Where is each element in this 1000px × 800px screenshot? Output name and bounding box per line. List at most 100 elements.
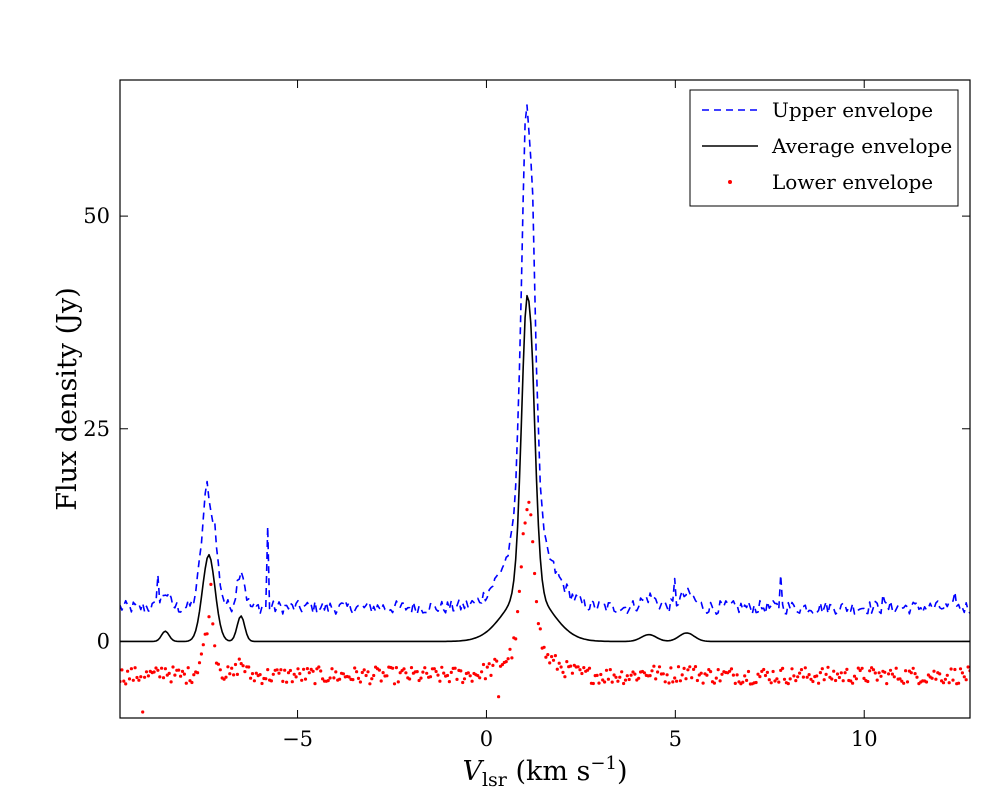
point-lower-envelope <box>786 682 790 686</box>
point-lower-envelope <box>680 673 684 677</box>
point-lower-envelope <box>871 668 876 672</box>
point-lower-envelope <box>137 678 141 682</box>
point-lower-envelope <box>288 668 292 673</box>
point-lower-envelope <box>877 671 881 675</box>
point-lower-envelope <box>224 675 228 679</box>
point-lower-envelope <box>731 673 736 677</box>
point-lower-envelope <box>960 671 965 675</box>
point-lower-envelope <box>852 674 857 678</box>
point-lower-envelope <box>358 680 362 684</box>
point-lower-envelope <box>548 661 552 665</box>
point-lower-envelope <box>326 679 330 683</box>
point-lower-envelope <box>517 589 522 594</box>
point-lower-envelope <box>905 680 910 684</box>
point-lower-envelope <box>794 679 798 683</box>
point-lower-envelope <box>510 656 514 660</box>
point-lower-envelope <box>243 670 247 674</box>
point-lower-envelope <box>199 652 203 656</box>
point-lower-envelope <box>834 678 838 683</box>
point-lower-envelope <box>317 665 321 669</box>
point-lower-envelope <box>455 677 459 682</box>
point-lower-envelope <box>491 663 495 668</box>
point-lower-envelope <box>521 532 525 536</box>
point-lower-envelope <box>803 666 807 670</box>
series-average-envelope <box>120 294 970 643</box>
point-lower-envelope <box>688 665 692 669</box>
series-lower-envelope <box>120 500 970 714</box>
point-lower-envelope <box>143 675 147 679</box>
point-lower-envelope <box>883 670 887 674</box>
point-lower-envelope <box>669 666 673 670</box>
point-lower-envelope <box>527 500 531 504</box>
point-lower-envelope <box>281 679 285 684</box>
point-lower-envelope <box>133 666 137 670</box>
point-lower-envelope <box>845 667 849 672</box>
x-axis-label: Vlsr (km s−1) <box>462 753 627 791</box>
point-lower-envelope <box>686 668 690 672</box>
point-lower-envelope <box>604 668 609 672</box>
point-lower-envelope <box>398 671 402 675</box>
point-lower-envelope <box>428 675 433 679</box>
point-lower-envelope <box>470 679 474 683</box>
point-lower-envelope <box>436 673 440 677</box>
legend-label-average-envelope: Average envelope <box>771 134 952 158</box>
point-lower-envelope <box>911 666 915 670</box>
point-lower-envelope <box>870 666 874 670</box>
point-lower-envelope <box>735 673 739 677</box>
point-lower-envelope <box>576 665 580 669</box>
y-tick-label: 25 <box>83 417 110 441</box>
point-lower-envelope <box>131 678 135 682</box>
point-lower-envelope <box>894 666 898 670</box>
point-lower-envelope <box>228 672 232 676</box>
point-lower-envelope <box>196 671 200 675</box>
point-lower-envelope <box>767 678 771 682</box>
point-lower-envelope <box>313 682 317 686</box>
point-lower-envelope <box>347 675 351 679</box>
point-lower-envelope <box>580 671 584 676</box>
x-tick-label: 10 <box>851 727 878 751</box>
point-lower-envelope <box>207 615 211 619</box>
point-lower-envelope <box>360 670 364 675</box>
point-lower-envelope <box>538 627 542 631</box>
point-lower-envelope <box>447 680 451 684</box>
point-lower-envelope <box>801 675 806 679</box>
point-lower-envelope <box>160 666 164 670</box>
point-lower-envelope <box>180 669 185 674</box>
point-lower-envelope <box>625 674 629 678</box>
point-lower-envelope <box>941 681 946 685</box>
point-lower-envelope <box>542 645 546 649</box>
point-lower-envelope <box>305 667 309 671</box>
point-lower-envelope <box>699 671 703 675</box>
point-lower-envelope <box>962 675 966 679</box>
point-lower-envelope <box>462 677 467 681</box>
point-lower-envelope <box>885 682 889 686</box>
point-lower-envelope <box>190 680 194 685</box>
point-lower-envelope <box>211 622 215 626</box>
point-lower-envelope <box>139 675 143 679</box>
point-lower-envelope <box>887 672 891 676</box>
point-lower-envelope <box>835 672 840 676</box>
point-lower-envelope <box>279 668 283 672</box>
point-lower-envelope <box>824 672 828 677</box>
point-lower-envelope <box>417 678 421 683</box>
point-lower-envelope <box>385 674 389 678</box>
point-lower-envelope <box>898 677 902 681</box>
point-lower-envelope <box>285 680 289 684</box>
point-lower-envelope <box>523 521 527 525</box>
point-lower-envelope <box>900 679 904 683</box>
point-lower-envelope <box>650 669 654 673</box>
point-lower-envelope <box>250 672 255 676</box>
point-lower-envelope <box>792 674 796 678</box>
x-axis-label-sub: lsr <box>482 769 508 791</box>
point-lower-envelope <box>468 674 472 678</box>
point-lower-envelope <box>771 669 775 674</box>
point-lower-envelope <box>553 654 558 658</box>
point-lower-envelope <box>302 667 306 671</box>
point-lower-envelope <box>144 670 149 674</box>
point-lower-envelope <box>419 676 423 680</box>
point-lower-envelope <box>709 670 713 674</box>
point-lower-envelope <box>790 667 794 671</box>
point-lower-envelope <box>561 670 565 675</box>
point-lower-envelope <box>695 678 700 683</box>
point-lower-envelope <box>120 668 124 672</box>
